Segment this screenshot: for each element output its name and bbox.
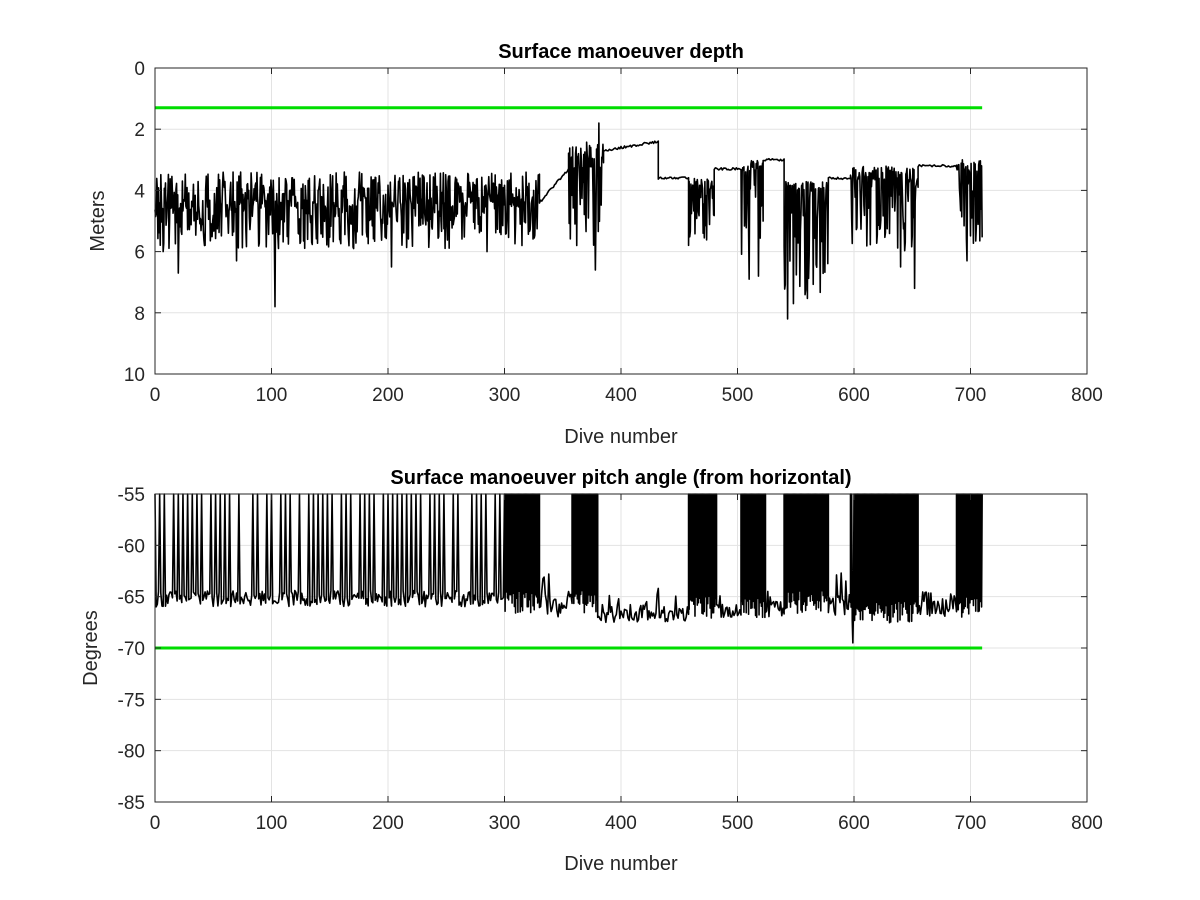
depth-x-ticks: 0 100 200 300 400 500 600 700 800: [150, 68, 1103, 406]
pitch-y-ticks: -55 -60 -65 -70 -75 -80 -85: [118, 485, 1087, 814]
x-tick-label: 500: [722, 813, 754, 834]
y-tick-label: -60: [118, 536, 145, 557]
pitch-x-axis-label: Dive number: [564, 853, 678, 875]
pitch-x-ticks: 0 100 200 300 400 500 600 700 800: [150, 494, 1103, 834]
y-tick-label: 2: [134, 120, 145, 141]
y-tick-label: -70: [118, 639, 145, 660]
y-tick-label: -55: [118, 485, 145, 506]
depth-chart-title: Surface manoeuver depth: [498, 41, 744, 63]
y-tick-label: 8: [134, 304, 145, 325]
x-tick-label: 600: [838, 813, 870, 834]
y-tick-label: 0: [134, 59, 145, 80]
depth-x-axis-label: Dive number: [564, 426, 678, 448]
x-tick-label: 700: [955, 813, 987, 834]
y-tick-label: 4: [134, 181, 145, 202]
pitch-series: [154, 493, 983, 644]
y-tick-label: 10: [124, 365, 145, 386]
depth-chart: 0 100 200 300 400 500 600 700 800 0 2 4 6 8 10 Surfac…: [87, 41, 1103, 448]
series-line: [154, 122, 983, 320]
x-tick-label: 100: [256, 813, 288, 834]
y-tick-label: -65: [118, 588, 145, 609]
depth-y-ticks: 0 2 4 6 8 10: [124, 59, 1087, 386]
pitch-y-axis-label: Degrees: [80, 610, 102, 686]
x-tick-label: 300: [489, 385, 521, 406]
pitch-chart: 0 100 200 300 400 500 600 700 800 -55 -60 -65 -70 -7…: [80, 467, 1103, 875]
x-tick-label: 700: [955, 385, 987, 406]
x-tick-label: 500: [722, 385, 754, 406]
series-line: [154, 493, 983, 644]
x-tick-label: 800: [1071, 813, 1103, 834]
y-tick-label: -85: [118, 793, 145, 814]
x-tick-label: 100: [256, 385, 288, 406]
depth-series: [154, 122, 983, 320]
x-tick-label: 0: [150, 813, 161, 834]
x-tick-label: 600: [838, 385, 870, 406]
x-tick-label: 0: [150, 385, 161, 406]
x-tick-label: 800: [1071, 385, 1103, 406]
x-tick-label: 300: [489, 813, 521, 834]
x-tick-label: 400: [605, 813, 637, 834]
y-tick-label: -75: [118, 690, 145, 711]
y-tick-label: 6: [134, 243, 145, 264]
x-tick-label: 200: [372, 813, 404, 834]
x-tick-label: 400: [605, 385, 637, 406]
y-tick-label: -80: [118, 742, 145, 763]
pitch-chart-title: Surface manoeuver pitch angle (from hori…: [390, 467, 851, 489]
depth-y-axis-label: Meters: [87, 190, 109, 251]
x-tick-label: 200: [372, 385, 404, 406]
